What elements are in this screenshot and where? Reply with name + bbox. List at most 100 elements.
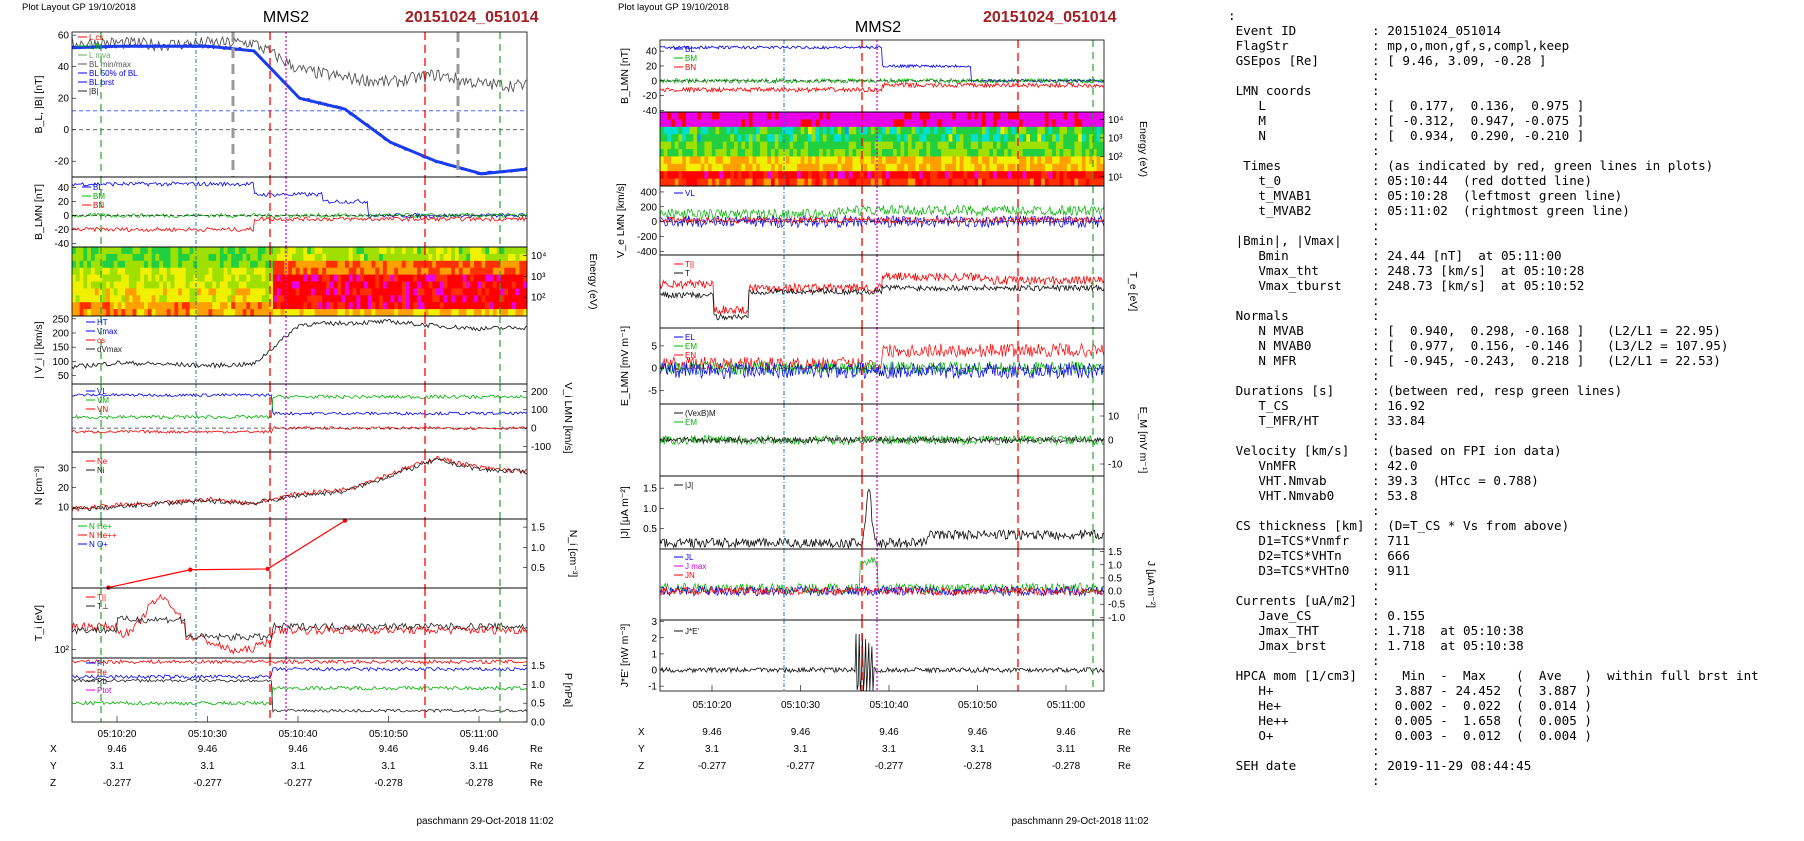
ve-ylabel: V_e LMN [km/s] <box>615 183 627 258</box>
vel-trace <box>659 204 1105 221</box>
spec-tick-label: 10² <box>531 293 546 304</box>
jmag-ylabel: |J| [μA m⁻²] <box>619 486 631 539</box>
je-tick-label: 1 <box>651 649 657 660</box>
blmn-tick-label: -20 <box>55 225 70 236</box>
spec-tick-label: 10³ <box>531 272 546 283</box>
pb-trace <box>71 678 528 714</box>
info-line: FlagStr : mp,o,mon,gf,s,compl,keep <box>1228 38 1570 53</box>
info-line: LMN coords : <box>1228 83 1380 98</box>
panel-blmn <box>71 176 528 248</box>
jlmn-tick-label: 1.0 <box>1108 560 1122 571</box>
legend-entry: L ht <box>89 42 103 51</box>
coord-value: -0.278 <box>1052 761 1081 772</box>
bl-component <box>71 181 528 219</box>
vl-component <box>71 393 528 416</box>
info-line: SEH date : 2019-11-29 08:44:45 <box>1228 758 1532 773</box>
coord-value: 3.1 <box>971 744 985 755</box>
coord-value: 9.46 <box>968 727 988 738</box>
vexb-trace <box>659 435 1105 444</box>
coord-value: 9.46 <box>469 744 489 755</box>
bl-tick-label: 60 <box>58 31 70 42</box>
info-line: H+ : 3.887 - 24.452 ( 3.887 ) <box>1228 683 1592 698</box>
vlmn-tick-label: 100 <box>531 405 548 416</box>
legend-entry: EM <box>685 342 697 351</box>
info-line: HPCA mom [1/cm3] : Min - Max ( Ave ) wit… <box>1228 668 1759 683</box>
time-tick-label: 05:10:40 <box>870 700 909 711</box>
ve-tick-label: -400 <box>637 247 657 258</box>
je-tick-label: 3 <box>651 617 657 628</box>
legend-entry: |B| <box>89 87 99 96</box>
info-line: Durations [s] : (between red, resp green… <box>1228 383 1623 398</box>
energy-spectrogram-left <box>72 247 528 317</box>
coord-value: 3.1 <box>794 744 808 755</box>
info-line: Velocity [km/s] : (based on FPI ion data… <box>1228 443 1562 458</box>
legend-entry: BL min/max <box>89 60 131 69</box>
spec-tick-label: 10¹ <box>1108 172 1123 183</box>
legend-entry: N He+ <box>89 522 112 531</box>
info-line: VHT.Nmvab : 39.3 (HTcc = 0.788) <box>1228 473 1539 488</box>
coord-row-label: Y <box>50 761 57 772</box>
legend-entry: BM <box>93 192 105 201</box>
coord-row-label: Z <box>50 778 56 789</box>
blmn-tick-label: 40 <box>646 47 658 58</box>
e-tick-label: 0 <box>651 364 657 375</box>
n-tick-label: 10 <box>58 503 70 514</box>
time-tick-label: 05:11:00 <box>460 729 499 740</box>
je-trace <box>659 633 1105 692</box>
je-tick-label: 2 <box>651 633 657 644</box>
info-line: : <box>1228 653 1380 668</box>
info-line: : <box>1228 8 1236 23</box>
em-tick-label: -10 <box>1108 460 1123 471</box>
jlmn-tick-label: -1.0 <box>1108 613 1126 624</box>
coord-value: -0.278 <box>963 761 992 772</box>
legend-entry: BL brst <box>89 78 115 87</box>
legend-entry: N O+ <box>89 540 108 549</box>
e-tick-label: 5 <box>651 341 657 352</box>
coord-value: 3.1 <box>382 761 396 772</box>
coord-value: -0.277 <box>193 778 222 789</box>
info-line: : <box>1228 578 1380 593</box>
ne-trace <box>71 455 528 513</box>
info-line: He++ : 0.005 - 1.658 ( 0.005 ) <box>1228 713 1592 728</box>
info-line: D3=TCS*VHTn0 : 911 <box>1228 563 1410 578</box>
ve-tick-label: 400 <box>640 187 657 198</box>
je-tick-label: 0 <box>651 666 657 677</box>
info-line: N MVAB : [ 0.940, 0.298, -0.168 ] (L2/L1… <box>1228 323 1721 338</box>
coord-row-label: Y <box>638 744 645 755</box>
info-line: |Bmin|, |Vmax| : <box>1228 233 1380 248</box>
spec-tick-label: 10³ <box>1108 133 1123 144</box>
info-line: O+ : 0.003 - 0.012 ( 0.004 ) <box>1228 728 1592 743</box>
tepar-trace <box>659 271 1105 316</box>
jmag-trace <box>659 488 1105 550</box>
spec-ylabel: Energy (eV) <box>1137 121 1149 177</box>
info-line: : <box>1228 143 1380 158</box>
vi-tick-label: 50 <box>58 371 70 382</box>
nhpca-ylabel: N_i [cm⁻³] <box>567 530 579 578</box>
header-note: Plot Layout GP 19/10/2018 <box>22 2 136 13</box>
bm-component <box>659 77 1105 85</box>
legend-entry: Pe <box>97 668 107 677</box>
info-line: Jave_CS : 0.155 <box>1228 608 1426 623</box>
info-line: VnMFR : 42.0 <box>1228 458 1418 473</box>
ni-trace <box>71 457 527 511</box>
jm-trace <box>659 585 1105 597</box>
coord-value: 9.46 <box>791 727 811 738</box>
legend-entry: BM <box>685 54 697 63</box>
time-tick-label: 05:10:30 <box>188 729 227 740</box>
legend-entry: J max <box>685 562 706 571</box>
coord-row-label: Z <box>638 761 644 772</box>
time-tick-label: 05:10:40 <box>279 729 318 740</box>
bl-tick-label: 20 <box>58 94 70 105</box>
jlmn-ylabel: J [μA m⁻²] <box>1145 561 1157 608</box>
vlmn-tick-label: 0 <box>531 424 537 435</box>
em-tick-label: 10 <box>1108 412 1120 423</box>
panel-je <box>659 619 1105 692</box>
coord-value: 3.1 <box>882 744 896 755</box>
bl-tick-label: 0 <box>63 125 69 136</box>
panel-nh <box>71 518 528 589</box>
coord-row-label: X <box>50 744 57 755</box>
vi-tick-label: 100 <box>52 357 69 368</box>
nhpca-tick-label: 1.0 <box>531 543 545 554</box>
jmag-tick-label: 1.0 <box>643 504 657 515</box>
